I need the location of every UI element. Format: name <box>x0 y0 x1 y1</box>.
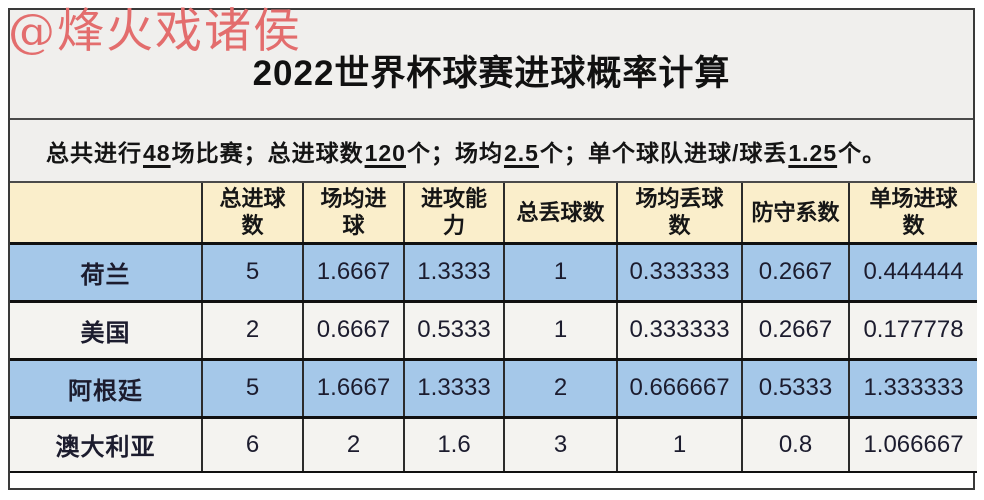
team-name-cell: 荷兰 <box>10 241 203 303</box>
value-cell: 2 <box>302 415 405 473</box>
table-row: 美国 2 0.6667 0.5333 1 0.333333 0.2667 0.177778 <box>10 299 977 361</box>
value-cell: 6 <box>201 415 304 473</box>
header-row: 总进球 数场均进 球进攻能 力总丢球数 场均丢球 数防守系数 单场进球 数 <box>10 183 977 245</box>
value-cell: 1.6 <box>403 415 505 473</box>
value-cell: 0.177778 <box>848 299 977 361</box>
table-body: 荷兰 5 1.6667 1.3333 1 0.333333 0.2667 0.444444 美国… <box>10 241 977 473</box>
value-cell: 1 <box>616 415 743 473</box>
value-cell: 0.333333 <box>616 299 743 361</box>
summary-number: 2.5 <box>503 139 539 166</box>
table-row: 荷兰 5 1.6667 1.3333 1 0.333333 0.2667 0.444444 <box>10 241 977 303</box>
value-cell: 0.2667 <box>741 241 850 303</box>
corner-cell <box>10 183 203 245</box>
value-cell: 1.6667 <box>302 241 405 303</box>
column-header: 进攻能 力 <box>403 183 505 245</box>
column-header: 防守系数 <box>741 183 850 245</box>
summary-text: 总共进行48场比赛；总进球数120个；场均2.5个；单个球队进球/球丢1.25个… <box>46 134 886 168</box>
value-cell: 0.666667 <box>616 357 743 419</box>
summary-number: 120 <box>364 139 406 166</box>
team-name-cell: 美国 <box>10 299 203 361</box>
table-header: 总进球 数场均进 球进攻能 力总丢球数 场均丢球 数防守系数 单场进球 数 <box>10 183 977 245</box>
value-cell: 3 <box>503 415 618 473</box>
value-cell: 5 <box>201 241 304 303</box>
title-section: 2022世界杯球赛进球概率计算 <box>10 10 973 120</box>
value-cell: 0.6667 <box>302 299 405 361</box>
value-cell: 0.8 <box>741 415 850 473</box>
value-cell: 0.5333 <box>741 357 850 419</box>
summary-number: 48 <box>143 139 171 166</box>
summary-strip: 总共进行48场比赛；总进球数120个；场均2.5个；单个球队进球/球丢1.25个… <box>10 120 973 183</box>
value-cell: 0.333333 <box>616 241 743 303</box>
summary-number: 1.25 <box>788 139 838 166</box>
value-cell: 1.3333 <box>403 241 505 303</box>
column-header: 场均进 球 <box>302 183 405 245</box>
value-cell: 5 <box>201 357 304 419</box>
value-cell: 2 <box>503 357 618 419</box>
value-cell: 0.5333 <box>403 299 505 361</box>
summary-fragment: 总共进行 <box>46 139 142 166</box>
value-cell: 1.333333 <box>848 357 977 419</box>
value-cell: 1 <box>503 241 618 303</box>
value-cell: 1.3333 <box>403 357 505 419</box>
table-row: 阿根廷 5 1.6667 1.3333 2 0.666667 0.5333 1.333333 <box>10 357 977 419</box>
value-cell: 1.6667 <box>302 357 405 419</box>
column-header: 总进球 数 <box>201 183 304 245</box>
column-header: 单场进球 数 <box>848 183 977 245</box>
summary-fragment: 个；场均 <box>406 139 503 166</box>
team-name-cell: 澳大利亚 <box>10 415 203 473</box>
team-name-cell: 阿根廷 <box>10 357 203 419</box>
value-cell: 0.444444 <box>848 241 977 303</box>
table-row: 澳大利亚 6 2 1.6 3 1 0.8 1.066667 <box>10 415 977 473</box>
content-frame: 2022世界杯球赛进球概率计算 总共进行48场比赛；总进球数120个；场均2.5… <box>8 8 977 490</box>
column-header: 场均丢球 数 <box>616 183 743 245</box>
summary-fragment: 个；单个球队进球/球丢 <box>539 139 788 166</box>
summary-fragment: 个。 <box>838 139 887 166</box>
watermark-text: @烽火戏诸侯 <box>8 4 302 59</box>
goal-probability-table: 总进球 数场均进 球进攻能 力总丢球数 场均丢球 数防守系数 单场进球 数 荷兰 5 1… <box>10 183 977 473</box>
page-title: 2022世界杯球赛进球概率计算 <box>252 53 731 93</box>
value-cell: 0.2667 <box>741 299 850 361</box>
value-cell: 2 <box>201 299 304 361</box>
summary-fragment: 场比赛；总进球数 <box>171 139 364 166</box>
value-cell: 1.066667 <box>848 415 977 473</box>
value-cell: 1 <box>503 299 618 361</box>
column-header: 总丢球数 <box>503 183 618 245</box>
